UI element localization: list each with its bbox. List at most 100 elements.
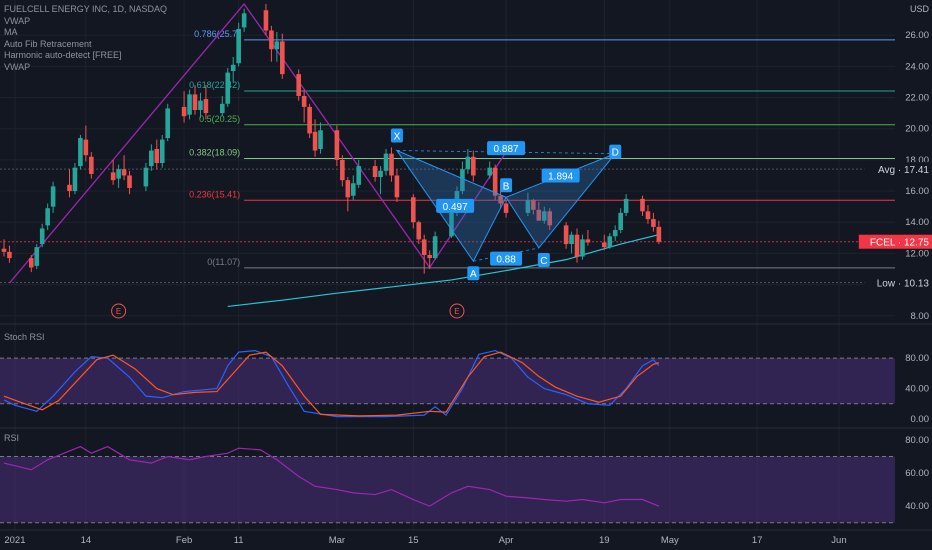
- candle-body: [230, 64, 236, 72]
- price-tick: 14.00: [905, 217, 929, 228]
- candle-body: [432, 236, 438, 259]
- candle-body: [372, 166, 378, 178]
- candle-body: [45, 208, 50, 226]
- point-A: A: [470, 269, 477, 280]
- event-marker-label-1: E: [454, 307, 459, 316]
- candle-body: [580, 239, 585, 257]
- ratio-label-0-box: [436, 198, 475, 213]
- time-tick: May: [661, 535, 679, 546]
- candle-body: [607, 236, 613, 248]
- candle-body: [72, 167, 78, 192]
- candle-body: [187, 94, 192, 115]
- pattern-ratio-line-0: [396, 150, 507, 198]
- price-tick: 12.00: [905, 248, 929, 259]
- ratio-label-1: 0.887: [494, 144, 519, 155]
- candle-body: [312, 131, 318, 151]
- rsi-title[interactable]: RSI: [4, 433, 20, 443]
- low-badge: Low · 10.13: [877, 279, 930, 290]
- candle-body: [149, 150, 154, 167]
- candle-body: [340, 159, 345, 181]
- event-marker-0: [111, 303, 127, 319]
- candle-body: [394, 175, 400, 198]
- price-tick: 16.00: [905, 186, 929, 197]
- point-C-box: [537, 252, 550, 267]
- candle-body: [487, 167, 493, 176]
- candle-body: [159, 139, 165, 163]
- candle-body: [154, 148, 160, 163]
- indicator-vwap-2[interactable]: VWAP: [4, 61, 31, 72]
- indicator-auto-fib[interactable]: Auto Fib Retracement: [4, 38, 92, 49]
- ratio-label-0: 0.497: [443, 202, 468, 213]
- currency-label: USD: [910, 4, 930, 14]
- candle-body: [50, 186, 56, 207]
- candle-body: [39, 228, 45, 245]
- candle-body: [203, 99, 209, 114]
- candle-body: [236, 28, 241, 64]
- candle-body: [350, 183, 356, 196]
- candle-body: [110, 172, 116, 181]
- event-marker-label-0: E: [116, 307, 121, 316]
- candle-body: [525, 200, 531, 213]
- point-B-box: [500, 178, 513, 193]
- symbol-title[interactable]: FUELCELL ENERGY INC, 1D, NASDAQ: [4, 4, 168, 14]
- candle-body: [449, 212, 454, 237]
- point-C: C: [540, 256, 547, 267]
- candle-body: [356, 166, 362, 185]
- candle-body: [1, 248, 7, 252]
- candle-body: [116, 169, 121, 179]
- candle-body: [492, 167, 498, 196]
- candle-body: [67, 184, 72, 192]
- candle-body: [569, 234, 574, 245]
- last-price-badge-box: [858, 234, 932, 249]
- point-A-box: [467, 266, 480, 281]
- fib-label-0: 0.786(25.7): [194, 29, 240, 39]
- stoch-tick: 0.00: [911, 414, 930, 425]
- candle-body: [383, 153, 389, 171]
- fib-label-5: 0(11.07): [207, 257, 240, 267]
- candle-body: [34, 247, 40, 266]
- candle-body: [78, 138, 83, 167]
- candle-body: [460, 169, 465, 192]
- candle-body: [547, 211, 553, 226]
- harmonic-pattern: X A B C D 0.497 0.887 1.894 0.88: [390, 128, 622, 281]
- indicator-harmonic[interactable]: Harmonic auto-detect [FREE]: [4, 50, 122, 60]
- candle-body: [427, 254, 432, 259]
- candle-body: [83, 139, 89, 156]
- ratio-label-2: 1.894: [548, 171, 573, 182]
- event-marker-1: [449, 303, 465, 319]
- axes: USD 26.00 24.00 22.00 20.00 18.00 16.00 14.00 12…: [4, 4, 932, 546]
- price-tick: 20.00: [905, 124, 929, 135]
- fib-label-4: 0.236(15.41): [189, 189, 240, 199]
- candle-body: [318, 130, 323, 149]
- candle-body: [421, 239, 427, 255]
- candle-body: [269, 30, 274, 50]
- candle-body: [274, 41, 280, 50]
- candle-body: [121, 169, 127, 176]
- candle-body: [612, 230, 618, 237]
- stoch-rsi-title[interactable]: Stoch RSI: [4, 332, 45, 342]
- point-D: D: [612, 148, 619, 159]
- point-X: X: [394, 132, 401, 143]
- point-B: B: [503, 181, 510, 192]
- candle-body: [143, 167, 149, 187]
- ratio-label-1-box: [487, 141, 526, 156]
- candle-body: [656, 226, 662, 242]
- fib-label-3: 0.382(18.09): [189, 147, 240, 157]
- time-tick: 11: [234, 535, 244, 546]
- indicator-vwap[interactable]: VWAP: [4, 15, 31, 26]
- rsi-band: [0, 456, 895, 523]
- candle-body: [345, 180, 351, 198]
- candle-body: [307, 106, 312, 134]
- moving-average: [227, 234, 660, 308]
- point-D-box: [609, 144, 622, 159]
- candle-body: [241, 13, 247, 28]
- stoch-d-line: [3, 351, 660, 417]
- ratio-label-3: 0.88: [496, 255, 516, 266]
- candle-body: [296, 74, 301, 96]
- price-tick: 26.00: [905, 30, 929, 41]
- price-tick: 18.00: [905, 155, 929, 166]
- indicator-ma[interactable]: MA: [4, 27, 18, 37]
- gridlines: [0, 0, 932, 531]
